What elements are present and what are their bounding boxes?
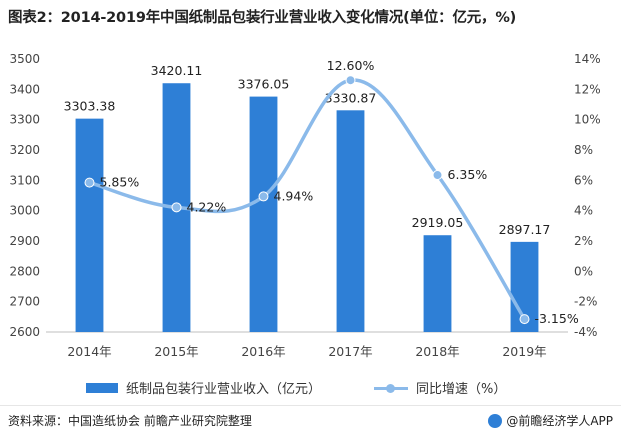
x-axis-tick-label: 2017年 [328, 344, 372, 359]
brand-label: @前瞻经济学人APP [506, 414, 613, 428]
legend-line-swatch [374, 383, 408, 393]
legend-bar-label: 纸制品包装行业营业收入（亿元） [126, 382, 322, 397]
chart-title: 图表2：2014-2019年中国纸制品包装行业营业收入变化情况(单位：亿元，%) [8, 10, 517, 26]
bar-value-label: 3420.11 [151, 63, 203, 78]
left-axis-tick-label: 3400 [9, 82, 40, 96]
right-axis-tick-label: 14% [574, 52, 601, 66]
legend-item-growth[interactable]: 同比增速（%） [374, 378, 506, 397]
chart-legend: 纸制品包装行业营业收入（亿元） 同比增速（%） [0, 378, 621, 400]
bar-value-label: 2919.05 [412, 215, 464, 230]
left-axis-tick-label: 3000 [9, 204, 40, 218]
growth-rate-label: 12.60% [327, 58, 375, 73]
left-axis-tick-label: 3200 [9, 143, 40, 157]
brand-credit: @前瞻经济学人APP [488, 412, 613, 429]
bar [423, 235, 452, 332]
bar-value-label: 3330.87 [325, 90, 377, 105]
growth-rate-label: -3.15% [535, 311, 579, 326]
left-axis-tick-label: 2600 [9, 325, 40, 339]
right-axis-tick-label: -2% [574, 295, 597, 309]
growth-rate-point [171, 202, 182, 213]
growth-rate-point [519, 314, 530, 325]
right-axis-tick-label: 12% [574, 82, 601, 96]
left-axis-tick-label: 2900 [9, 234, 40, 248]
growth-rate-label: 6.35% [448, 167, 488, 182]
bar-value-label: 3376.05 [238, 77, 290, 92]
left-axis-tick-label: 2800 [9, 264, 40, 278]
legend-bar-swatch [86, 382, 118, 393]
left-axis-tick-label: 3300 [9, 113, 40, 127]
right-axis-tick-label: 8% [574, 143, 593, 157]
source-note: 资料来源：中国造纸协会 前瞻产业研究院整理 [8, 414, 252, 428]
bar [249, 96, 278, 332]
footer-divider [0, 405, 621, 406]
growth-rate-label: 5.85% [100, 175, 140, 190]
bar-value-label: 3303.38 [64, 99, 116, 114]
chart-area: 2600 2700 2800 2900 3000 3100 3200 3300 3400 3500… [0, 44, 621, 374]
x-axis-tick-label: 2014年 [67, 344, 111, 359]
brand-logo-icon [488, 413, 503, 428]
growth-rate-point [84, 177, 95, 188]
x-axis-tick-label: 2015年 [154, 344, 198, 359]
growth-rate-label: 4.94% [274, 188, 314, 203]
growth-rate-point [432, 170, 443, 181]
x-axis-tick-label: 2019年 [502, 344, 546, 359]
left-axis-tick-label: 2700 [9, 295, 40, 309]
bar [75, 118, 104, 332]
right-axis-tick-label: 10% [574, 113, 601, 127]
x-axis-tick-label: 2018年 [415, 344, 459, 359]
x-axis-tick-label: 2016年 [241, 344, 285, 359]
right-axis-tick-label: 2% [574, 234, 593, 248]
bar [336, 110, 365, 332]
right-axis-tick-label: 6% [574, 173, 593, 187]
legend-item-revenue[interactable]: 纸制品包装行业营业收入（亿元） [86, 378, 321, 397]
right-axis-tick-label: 4% [574, 204, 593, 218]
growth-rate-point [258, 191, 269, 202]
growth-rate-label: 4.22% [187, 199, 227, 214]
combo-chart: 2600 2700 2800 2900 3000 3100 3200 3300 3400 3500… [9, 52, 601, 359]
left-axis-tick-label: 3500 [9, 52, 40, 66]
right-axis-tick-label: 0% [574, 264, 593, 278]
growth-rate-point [345, 75, 356, 86]
left-axis-tick-label: 3100 [9, 173, 40, 187]
legend-line-label: 同比增速（%） [416, 382, 507, 397]
bar-value-label: 2897.17 [499, 222, 551, 237]
right-axis-tick-label: -4% [574, 325, 597, 339]
